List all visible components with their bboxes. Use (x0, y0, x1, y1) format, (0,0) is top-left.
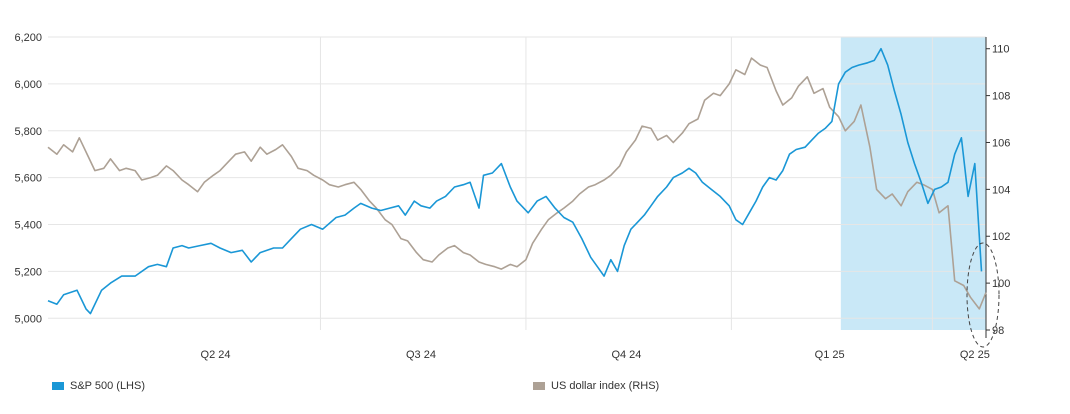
x-axis: Q2 24 Q3 24 Q4 24 Q1 25 Q2 25 (201, 349, 990, 361)
highlight-region (840, 37, 986, 330)
annotation-circle (966, 242, 1000, 348)
grid (48, 36, 986, 330)
legend-label-sp500: S&P 500 (LHS) (70, 380, 146, 392)
x-tick-label: Q2 25 (960, 349, 990, 361)
x-tick-label: Q1 25 (815, 349, 845, 361)
legend-label-dxy: US dollar index (RHS) (551, 380, 660, 392)
y-right-tick-label: 106 (992, 137, 1010, 149)
y-left-tick-label: 5,000 (14, 313, 42, 325)
legend-swatch-dxy (533, 382, 545, 390)
y-right-tick-label: 104 (992, 184, 1010, 196)
y-right-tick-label: 108 (992, 91, 1010, 103)
y-right-tick-label: 100 (992, 278, 1010, 290)
y-axis-right: 110 108 106 104 102 100 98 (985, 37, 1010, 338)
x-tick-label: Q3 24 (406, 349, 436, 361)
y-left-tick-label: 5,600 (14, 173, 42, 185)
y-left-tick-label: 6,000 (14, 79, 42, 91)
legend-dxy: US dollar index (RHS) (533, 380, 659, 392)
y-left-tick-label: 5,800 (14, 126, 42, 138)
sp500-line (47, 47, 983, 315)
y-right-tick-label: 110 (992, 44, 1010, 56)
x-tick-label: Q2 24 (201, 349, 231, 361)
y-left-tick-label: 5,400 (14, 220, 42, 232)
legend-swatch-sp500 (52, 382, 64, 390)
y-right-tick-label: 102 (992, 231, 1010, 243)
series-group (47, 47, 987, 315)
y-right-tick-label: 98 (992, 325, 1004, 337)
y-left-tick-label: 5,200 (14, 266, 42, 278)
y-axis-left: 6,200 6,000 5,800 5,600 5,400 5,200 5,000 (14, 32, 42, 325)
dollar-index-line (47, 57, 987, 310)
legend-sp500: S&P 500 (LHS) (52, 380, 145, 392)
x-tick-label: Q4 24 (611, 349, 641, 361)
y-left-tick-label: 6,200 (14, 32, 42, 44)
